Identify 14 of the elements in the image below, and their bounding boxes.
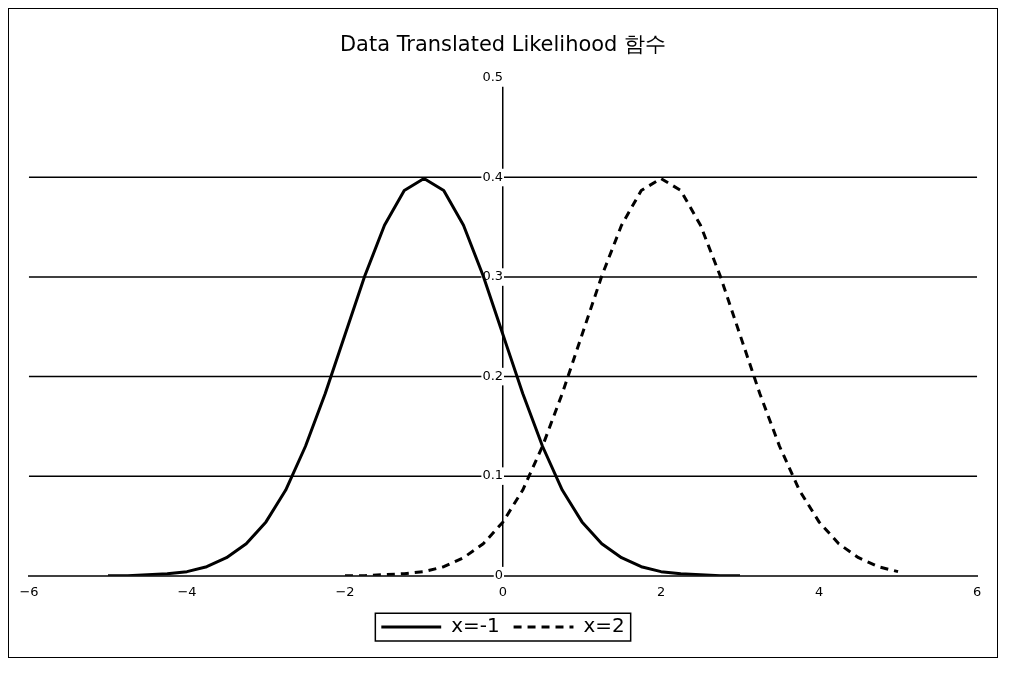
y-tick-label: 0.4: [482, 168, 503, 184]
legend-label: x=-1: [451, 613, 500, 638]
chart-title: Data Translated Likelihood 함수: [339, 31, 667, 56]
y-tick-label: 0.1: [482, 467, 503, 483]
x-tick-label: 6: [972, 583, 982, 599]
x-tick-label: 2: [656, 583, 666, 599]
y-tick-label: 0: [494, 567, 503, 583]
x-tick-label: −6: [19, 583, 39, 599]
legend-label: x=2: [583, 613, 625, 638]
x-tick-label: −4: [177, 583, 197, 599]
x-tick-label: −2: [335, 583, 355, 599]
y-tick-label: 0.5: [482, 69, 503, 85]
x-tick-label: 4: [814, 583, 824, 599]
y-tick-label: 0.2: [482, 367, 503, 383]
